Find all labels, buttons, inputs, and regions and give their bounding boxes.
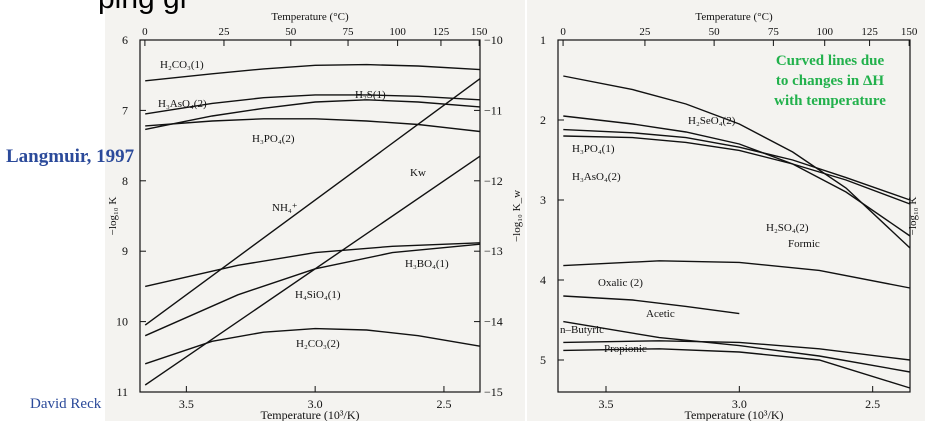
y-tick-label-right: 1 [540,33,546,47]
x2-tick-label-right: 150 [901,26,918,38]
series-line-right [563,128,911,201]
y-tick-label-right: 5 [540,353,546,367]
series-line-right [563,295,740,315]
y2-tick-label-left: −10 [484,33,503,47]
y-tick-label-left: 7 [122,103,128,117]
y-tick-label-left: 9 [122,244,128,258]
series-label-left: H₃AsO₄(2) [158,98,207,110]
y2-tick-label-left: −13 [484,244,503,258]
series-line-left [145,242,481,288]
x2-tick-label-left: 25 [218,26,230,38]
y-tick-label-right: 4 [540,273,546,287]
series-label-right: Oxalic (2) [598,277,643,289]
series-line-right [563,135,911,205]
x2-tick-label-right: 75 [768,26,780,38]
x2-tick-label-right: 125 [861,26,878,38]
y2-tick-label-left: −11 [484,103,502,117]
y-tick-label-left: 6 [122,33,128,47]
x-tick-label-left: 2.5 [436,397,451,411]
x-tick-label-right: 3.0 [732,397,747,411]
x2-tick-label-right: 50 [709,26,721,38]
series-label-left: H₂CO₃(2) [296,338,340,350]
y-tick-label-left: 10 [116,315,128,329]
series-label-left: H₄SiO₄(1) [295,289,341,301]
x2-tick-label-left: 125 [433,26,450,38]
y2-tick-label-left: −14 [484,315,503,329]
series-line-left [145,118,481,133]
series-line-left [144,327,481,365]
series-label-right: H₃AsO₄(2) [572,171,621,183]
y2-axis-title-left: −log₁₀ K_w [511,190,523,242]
y-tick-label-left: 11 [116,385,128,399]
series-label-right: H₂SeO₄(2) [688,115,736,127]
series-label-right: H₂SO₄(2) [766,222,809,234]
y-tick-label-right: 3 [540,193,546,207]
footer-author: David Reck [30,396,102,412]
series-label-left: NH₄⁺ [272,202,298,214]
note-line-1: Curved lines due [775,53,885,69]
series-label-right: n–Butyric [560,324,604,336]
x2-tick-label-right: 0 [560,26,566,38]
x2-tick-label-left: 100 [389,26,406,38]
x2-tick-label-left: 0 [142,26,148,38]
series-line-left [144,155,481,386]
y-tick-label-right: 2 [540,113,546,127]
slide-title-fragment: ping gr [98,0,190,16]
series-line-left [144,243,481,337]
y2-tick-label-left: −12 [484,174,503,188]
x2-tick-label-left: 150 [471,26,488,38]
x2-axis-title-left: Temperature (°C) [271,11,349,23]
x2-tick-label-right: 100 [816,26,833,38]
series-line-right [563,320,911,373]
plot-frame-left [139,39,481,393]
x2-tick-label-right: 25 [639,26,651,38]
series-label-left: H₂CO₃(1) [160,59,204,71]
source-label: Langmuir, 1997 [6,146,135,167]
series-line-left [145,99,481,131]
x-tick-label-left: 3.0 [308,397,323,411]
series-line-left [144,78,481,326]
series-label-right: Formic [788,238,820,250]
y-tick-label-left: 8 [122,174,128,188]
x2-axis-title-right: Temperature (°C) [695,11,773,23]
x-tick-label-right: 2.5 [865,397,880,411]
x-tick-label-left: 3.5 [179,397,194,411]
series-line-left [145,94,481,115]
series-label-right: Acetic [646,308,675,320]
series-line-left [145,63,481,82]
series-line-right [563,75,911,249]
x-axis-title-right: Temperature (10³/K) [684,408,783,421]
series-label-left: H₃PO₄(2) [252,133,295,145]
y-axis-title-right: −log₁₀ K [907,197,919,236]
series-line-right [563,115,911,237]
series-line-right [563,260,911,289]
series-line-right [563,340,911,361]
left-figure-background [105,0,525,421]
series-label-left: Kw [410,167,426,179]
series-label-left: H₃BO₄(1) [405,258,449,270]
y-axis-title-left: −log₁₀ K [107,197,119,236]
y2-tick-label-left: −15 [484,385,503,399]
series-line-right [563,348,911,389]
series-label-right: H₃PO₄(1) [572,143,615,155]
curved-lines-note: Curved lines due to changes in ΔH with t… [740,51,920,111]
note-line-3: with temperature [774,93,886,109]
x-tick-label-right: 3.5 [599,397,614,411]
x2-tick-label-left: 50 [285,26,297,38]
note-line-2: to changes in ΔH [775,73,885,89]
plot-frame-right [557,39,911,393]
x-axis-title-left: Temperature (10³/K) [260,408,359,421]
series-label-right: Propionic [604,343,647,355]
x2-tick-label-left: 75 [343,26,355,38]
